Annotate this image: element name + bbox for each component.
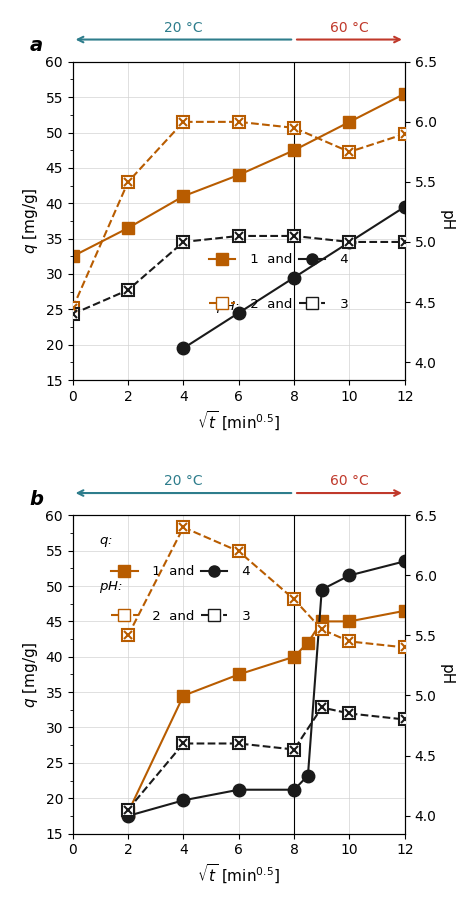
- X-axis label: $\sqrt{t}$ [min$^{0.5}$]: $\sqrt{t}$ [min$^{0.5}$]: [197, 409, 280, 433]
- Legend:  2  and,  3: 2 and, 3: [106, 605, 256, 629]
- X-axis label: $\sqrt{t}$ [min$^{0.5}$]: $\sqrt{t}$ [min$^{0.5}$]: [197, 863, 280, 886]
- Legend:  2  and,  3: 2 and, 3: [203, 293, 354, 317]
- Text: 20 °C: 20 °C: [164, 474, 203, 488]
- Text: 60 °C: 60 °C: [330, 474, 369, 488]
- Text: a: a: [29, 36, 43, 55]
- Y-axis label: $q$ [mg/g]: $q$ [mg/g]: [21, 188, 40, 254]
- Y-axis label: $q$ [mg/g]: $q$ [mg/g]: [21, 641, 40, 707]
- Y-axis label: pH: pH: [438, 210, 453, 231]
- Y-axis label: pH: pH: [438, 664, 453, 685]
- Text: b: b: [29, 490, 44, 509]
- Text: $q$:: $q$:: [216, 252, 229, 266]
- Text: $q$:: $q$:: [99, 535, 113, 550]
- Text: 60 °C: 60 °C: [330, 21, 369, 34]
- Text: $pH$:: $pH$:: [216, 299, 239, 315]
- Text: $pH$:: $pH$:: [99, 579, 123, 595]
- Text: 20 °C: 20 °C: [164, 21, 203, 34]
